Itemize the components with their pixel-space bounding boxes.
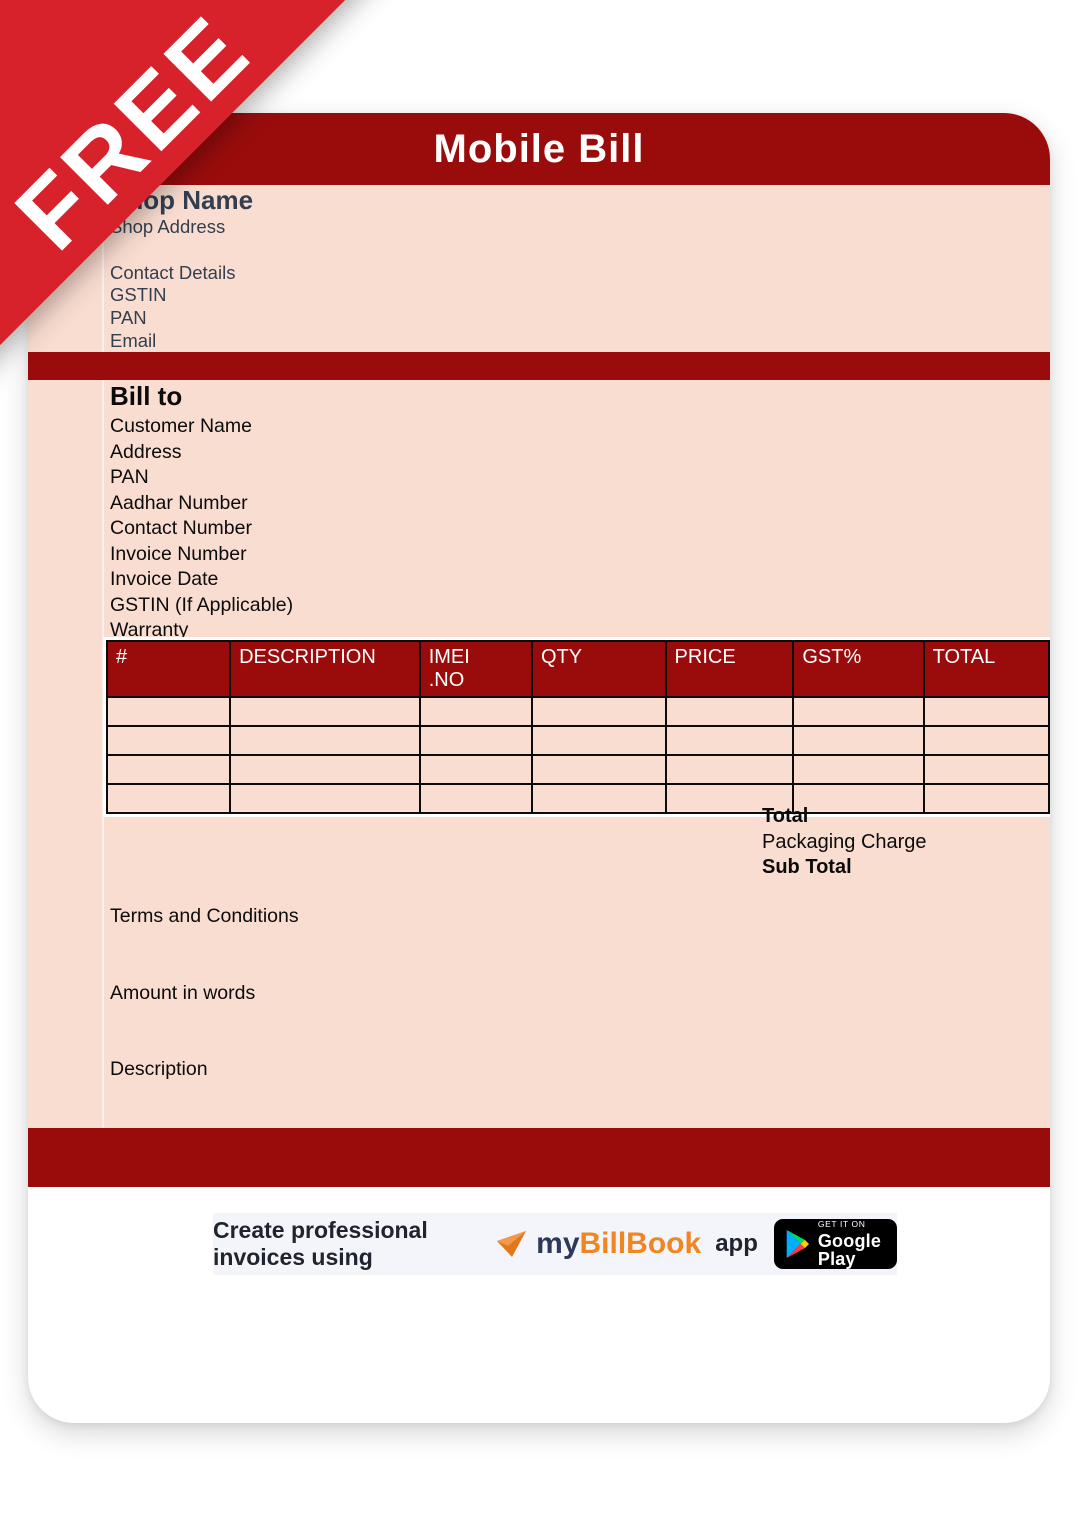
table-cell[interactable] — [530, 696, 667, 727]
promo-text: Create professional invoices using — [213, 1217, 428, 1270]
totals-line: Total — [762, 805, 809, 827]
bill-to-line: GSTIN (If Applicable) — [110, 593, 294, 616]
table-cell[interactable] — [105, 696, 232, 727]
items-table-header: # DESCRIPTION IMEI .NO QTY PRICE GST% TOTAL — [105, 640, 1050, 698]
table-cell[interactable] — [418, 754, 533, 785]
mybillbook-logo-icon — [496, 1230, 527, 1258]
table-row — [105, 696, 1050, 727]
totals-line: Sub Total — [762, 856, 852, 878]
table-cell[interactable] — [418, 725, 533, 756]
shop-details: Shop Address Contact Details GSTIN PAN Emai… — [110, 216, 235, 353]
table-cell[interactable] — [792, 754, 925, 785]
bill-to-line: Contact Number — [110, 517, 252, 539]
bill-to-line: Address — [110, 440, 182, 463]
table-cell[interactable] — [418, 696, 533, 727]
shop-detail-line: GSTIN — [110, 284, 167, 306]
totals-section: Total Packaging Charge Sub Total — [762, 804, 927, 881]
bill-to-line: Invoice Date — [110, 568, 219, 590]
shop-detail-line: PAN — [110, 307, 147, 329]
items-table-body — [105, 696, 1050, 814]
shop-detail-line: Contact Details — [110, 261, 236, 283]
brand-my: my — [536, 1227, 580, 1260]
table-row — [105, 783, 1050, 814]
spreadsheet-grid-line — [102, 185, 104, 1128]
shop-detail-line: Shop Address — [110, 216, 226, 237]
bill-to-line: Customer Name — [110, 415, 252, 437]
brand-billbook: BillBook — [579, 1227, 702, 1260]
invoice-card: Mobile Bill Shop Name Shop Address Conta… — [28, 113, 1050, 1423]
shop-detail-line — [110, 239, 235, 262]
promo-app-label: app — [715, 1230, 758, 1257]
bill-to-line: Warranty — [110, 619, 189, 641]
table-cell[interactable] — [105, 754, 232, 785]
table-cell[interactable] — [922, 696, 1050, 727]
column-header: GST% — [792, 640, 925, 698]
items-table: # DESCRIPTION IMEI .NO QTY PRICE GST% TOTAL — [103, 637, 1050, 817]
table-cell[interactable] — [530, 725, 667, 756]
table-cell[interactable] — [922, 725, 1050, 756]
get-it-on-label: GET IT ON — [817, 1219, 866, 1230]
header-bar: Mobile Bill — [28, 113, 1050, 185]
terms-label: Terms and Conditions — [110, 905, 299, 927]
google-play-badge-text: GET IT ON Google Play — [818, 1220, 885, 1268]
table-cell[interactable] — [229, 725, 421, 756]
amount-in-words-label: Amount in words — [110, 982, 256, 1004]
table-cell[interactable] — [792, 725, 925, 756]
bill-to-line: PAN — [110, 466, 149, 488]
google-play-icon — [786, 1230, 810, 1258]
table-cell[interactable] — [418, 783, 533, 814]
table-cell[interactable] — [229, 696, 421, 727]
table-row — [105, 754, 1050, 785]
table-cell[interactable] — [664, 696, 795, 727]
table-cell[interactable] — [229, 783, 421, 814]
table-row — [105, 725, 1050, 756]
table-cell[interactable] — [530, 783, 667, 814]
table-header-row: # DESCRIPTION IMEI .NO QTY PRICE GST% TOTAL — [105, 640, 1050, 698]
table-cell[interactable] — [229, 754, 421, 785]
description-label: Description — [110, 1058, 208, 1080]
table-cell[interactable] — [792, 696, 925, 727]
mybillbook-wordmark: myBillBook — [536, 1229, 701, 1259]
google-play-badge[interactable]: GET IT ON Google Play — [773, 1219, 897, 1269]
section-divider-bar — [28, 352, 1050, 380]
table-cell[interactable] — [792, 783, 925, 814]
bill-to-details: Customer Name Address PAN Aadhar Number Cont… — [110, 414, 293, 644]
column-header: IMEI .NO — [418, 640, 533, 698]
table-cell[interactable] — [530, 754, 667, 785]
shop-name-label: Shop Name — [110, 185, 254, 215]
totals-line: Packaging Charge — [762, 830, 927, 853]
table-cell[interactable] — [105, 725, 232, 756]
table-cell[interactable] — [664, 754, 795, 785]
bill-to-line: Invoice Number — [110, 542, 247, 565]
bill-to-title: Bill to — [110, 381, 183, 411]
column-header: QTY — [530, 640, 667, 698]
page-title: Mobile Bill — [433, 127, 645, 171]
table-cell[interactable] — [922, 754, 1050, 785]
column-header: PRICE — [664, 640, 795, 698]
bill-to-line: Aadhar Number — [110, 491, 248, 514]
table-cell[interactable] — [664, 783, 795, 814]
column-header: DESCRIPTION — [229, 640, 421, 698]
footer-bar — [28, 1128, 1050, 1187]
promo-banner: Create professional invoices using myBil… — [213, 1213, 897, 1275]
column-header: TOTAL — [922, 640, 1050, 698]
google-play-label: Google Play — [817, 1230, 882, 1269]
table-cell[interactable] — [922, 783, 1050, 814]
table-cell[interactable] — [664, 725, 795, 756]
column-header: # — [105, 640, 232, 698]
table-cell[interactable] — [105, 783, 232, 814]
shop-detail-line: Email — [110, 329, 157, 351]
